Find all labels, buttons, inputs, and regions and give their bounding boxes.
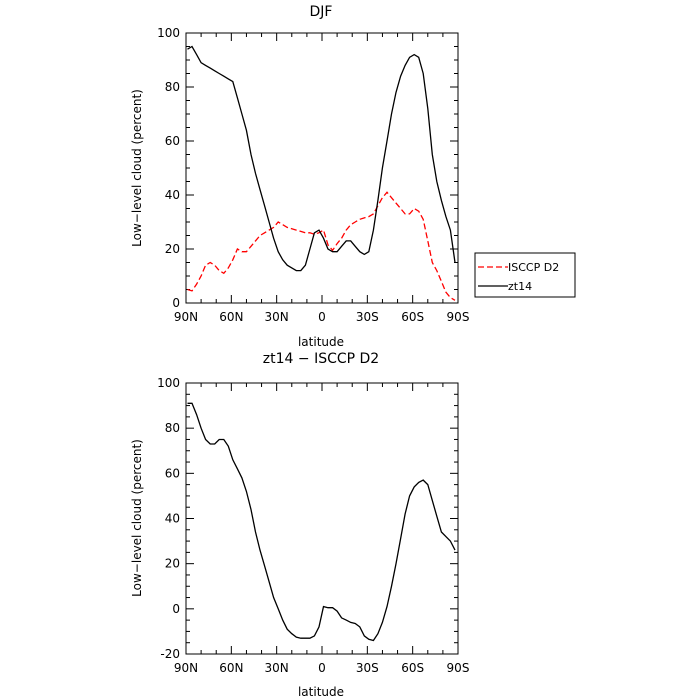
series-layer [187,45,456,301]
y-tick-label: -20 [160,647,180,661]
y-tick-label: 0 [172,296,180,310]
y-tick-label: 80 [165,421,180,435]
axis-ticks: 0 20 40 60 80 100 90N 60N 30N 0 30S 60S 90S [157,26,469,324]
y-tick-label: 80 [165,80,180,94]
x-tick-label: 60S [401,310,424,324]
series-line-difference [187,402,456,642]
chart-title: DJF [310,4,333,20]
x-tick-label: 60N [219,310,243,324]
y-tick-label: 0 [172,602,180,616]
x-axis-label: latitude [298,335,344,349]
axis-ticks: -20 0 20 40 60 80 100 90N 60N 30N 0 30S 60S 90S [157,376,469,675]
y-tick-label: 40 [165,188,180,202]
y-axis-label: Low−level cloud (percent) [130,439,144,597]
plot-frame [185,32,459,304]
x-tick-label: 90S [447,661,470,675]
legend: ISCCP D2 zt14 [474,252,576,298]
chart-title: zt14 − ISCCP D2 [263,351,379,367]
x-tick-label: 60S [401,661,424,675]
y-tick-label: 60 [165,134,180,148]
y-axis-label: Low−level cloud (percent) [130,89,144,247]
x-tick-label: 90N [174,310,198,324]
y-tick-label: 20 [165,557,180,571]
y-tick-label: 100 [157,376,180,390]
x-tick-label: 30N [265,310,289,324]
x-tick-label: 30S [356,310,379,324]
y-tick-label: 60 [165,466,180,480]
chart-panel-djf: DJF latitude Low−level cloud (percent) 0… [130,4,469,349]
plot-frame [185,382,459,655]
x-tick-label: 90N [174,661,198,675]
y-tick-label: 40 [165,512,180,526]
x-tick-label: 60N [219,661,243,675]
legend-label-isccp: ISCCP D2 [508,261,559,274]
x-tick-label: 0 [318,661,326,675]
series-line-zt14 [187,45,456,272]
x-axis-label: latitude [298,685,344,699]
legend-label-zt14: zt14 [508,280,532,293]
y-tick-label: 100 [157,26,180,40]
x-tick-label: 0 [318,310,326,324]
x-tick-label: 30N [265,661,289,675]
x-tick-label: 30S [356,661,379,675]
x-tick-label: 90S [447,310,470,324]
legend-box [474,252,576,298]
series-line-isccp-d2 [187,191,456,301]
chart-panel-difference: zt14 − ISCCP D2 latitude Low−level cloud… [130,351,469,699]
series-layer [187,402,456,642]
y-tick-label: 20 [165,242,180,256]
